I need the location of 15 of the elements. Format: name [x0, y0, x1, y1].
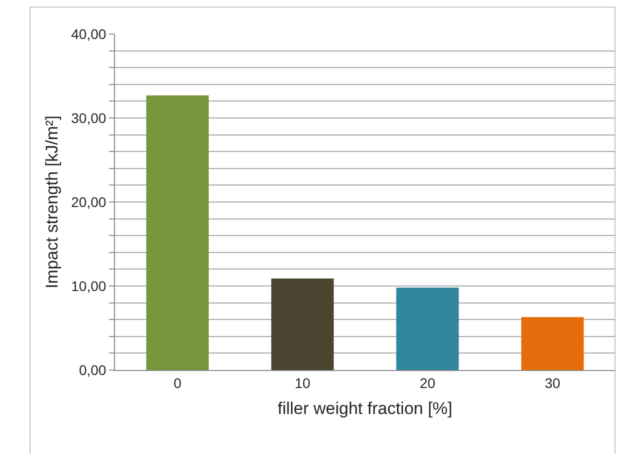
x-tick-label: 10	[294, 374, 310, 391]
y-tick-label: 40,00	[71, 26, 106, 42]
y-tick-label: 20,00	[71, 194, 106, 210]
x-tick-label: 0	[174, 374, 182, 391]
x-axis-title: filler weight fraction [%]	[278, 399, 452, 418]
x-tick-label: 20	[420, 374, 436, 391]
bar	[146, 95, 209, 370]
bar	[396, 288, 459, 370]
y-tick-label: 10,00	[71, 278, 106, 294]
y-tick-label: 0,00	[78, 362, 106, 378]
bar	[521, 317, 584, 370]
y-tick-label: 30,00	[71, 110, 106, 126]
x-tick-label: 30	[544, 374, 560, 391]
y-axis-title: Impact strength [kJ/m²]	[42, 116, 62, 288]
bar	[271, 278, 334, 370]
